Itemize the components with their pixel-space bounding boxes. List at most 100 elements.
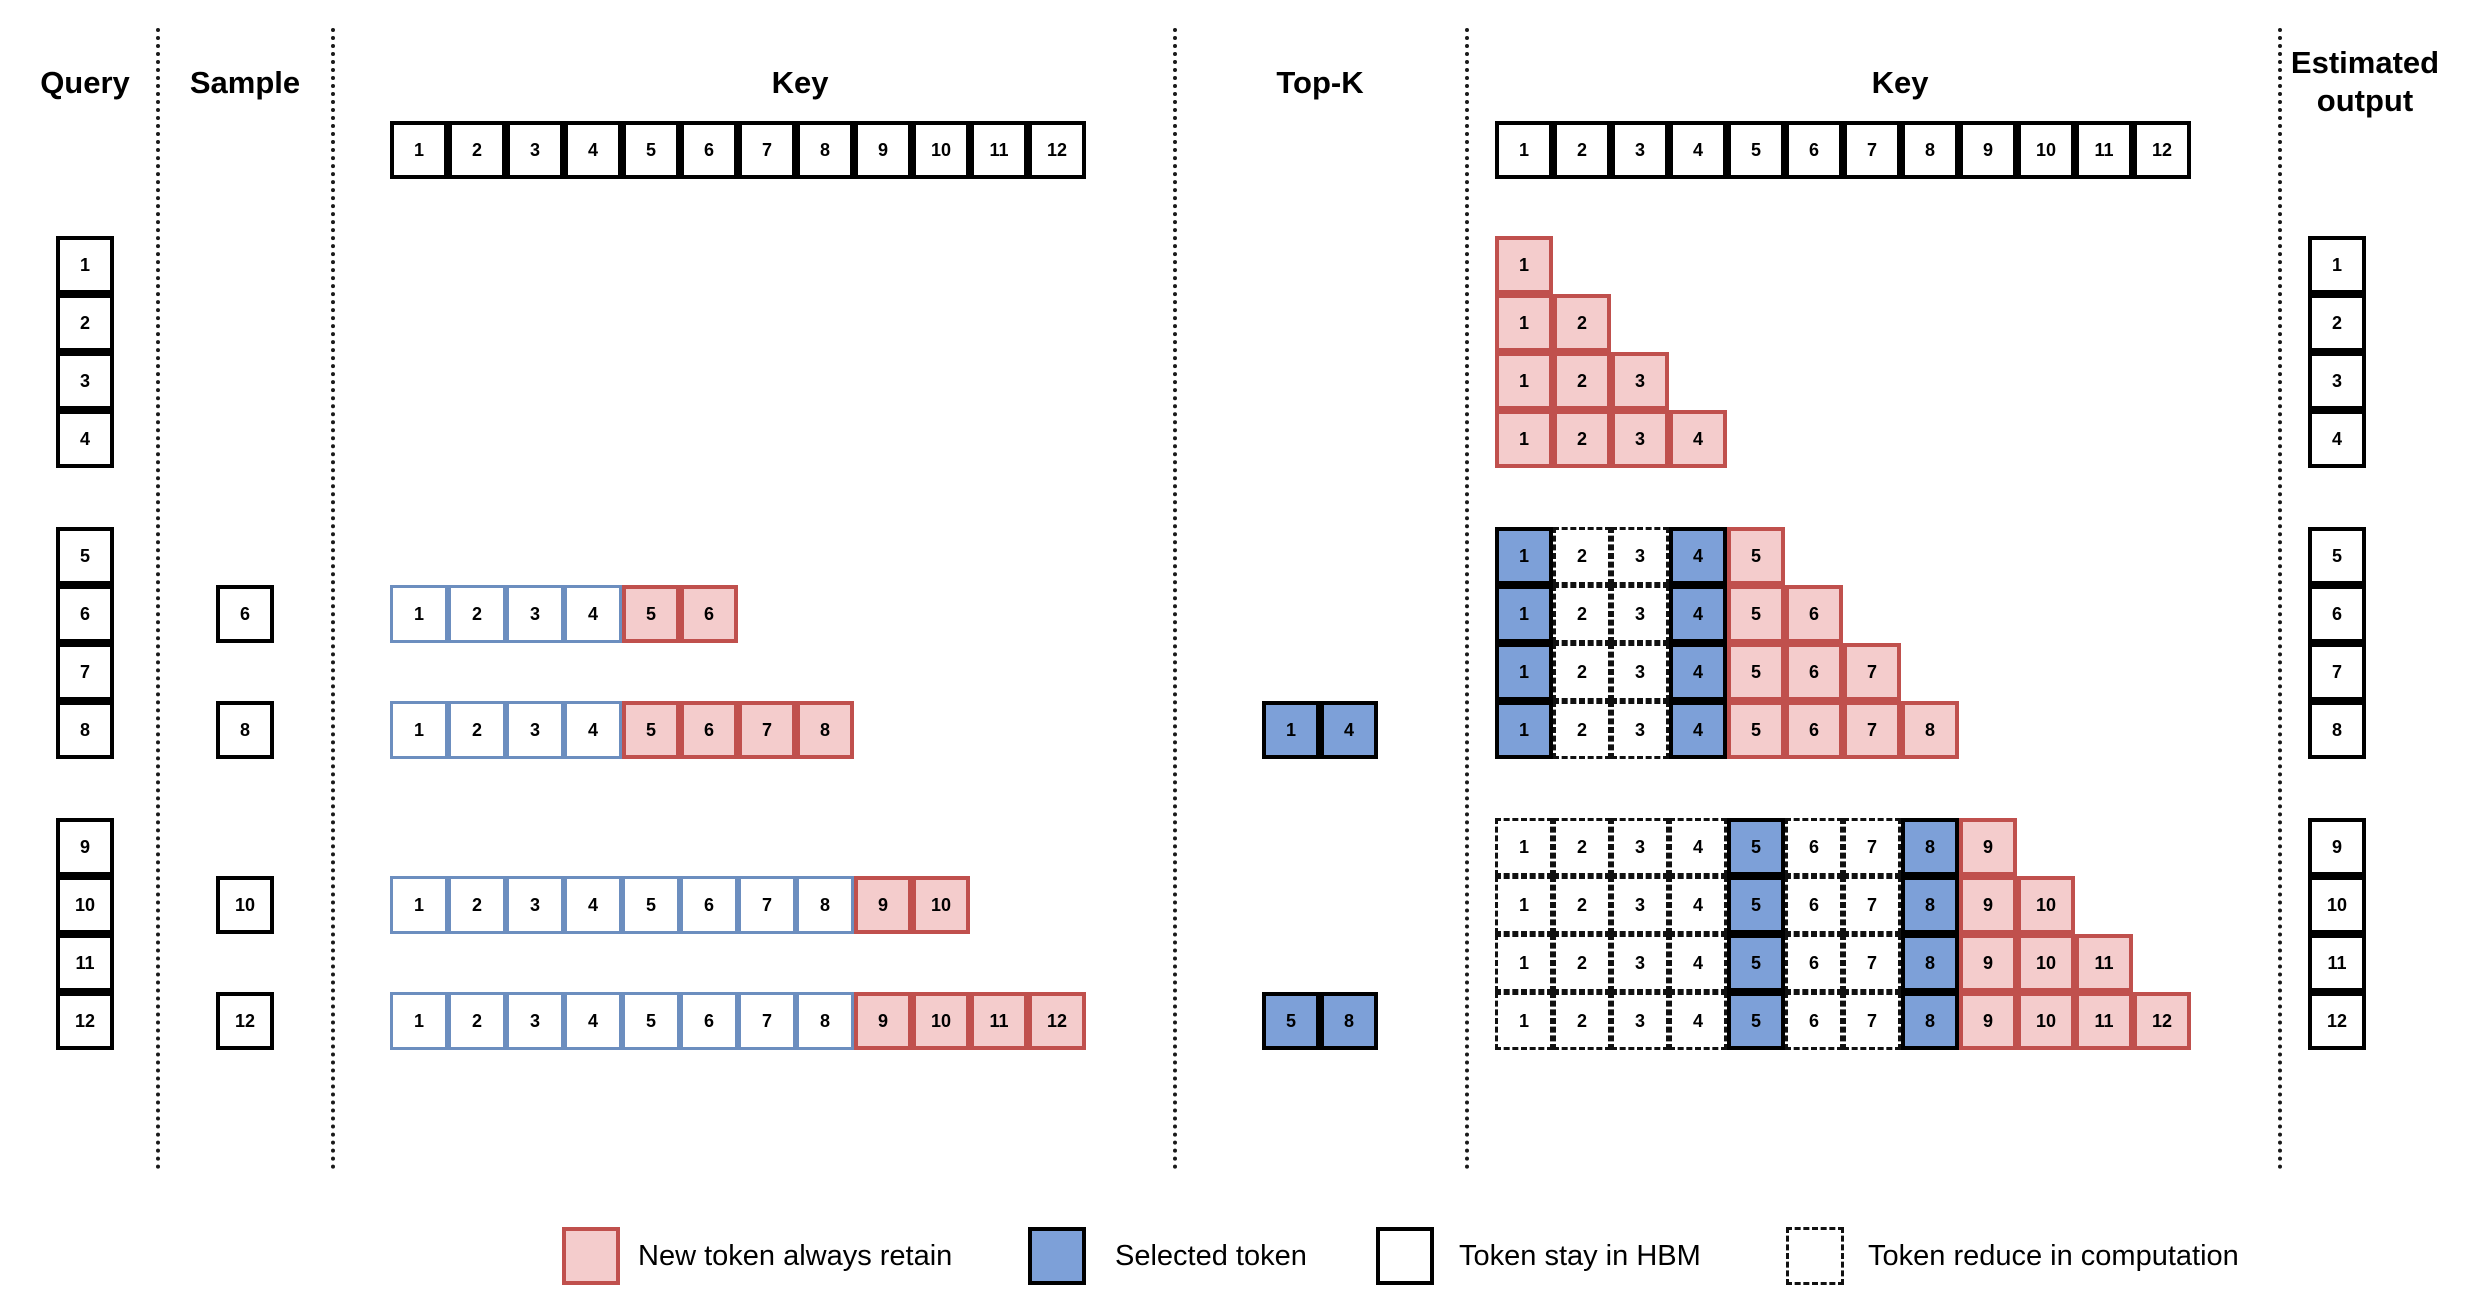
key-header-cell: 8 [1901, 121, 1959, 179]
token-label: 9 [1982, 894, 1993, 915]
new-token: 11 [2075, 934, 2133, 992]
header-query: Query [40, 65, 130, 100]
selected-token: 4 [1669, 585, 1727, 643]
token-label: 9 [79, 836, 90, 857]
token-label: 5 [645, 719, 656, 740]
token-label: 5 [645, 894, 656, 915]
header-topk: Top-K [1276, 65, 1364, 100]
token-label: 8 [1924, 719, 1935, 740]
token-label: 11 [2094, 139, 2114, 160]
reduced-token: 7 [1843, 992, 1901, 1050]
token-label: 4 [1692, 139, 1703, 160]
token-label: 11 [2094, 1010, 2114, 1031]
header-key-right: Key [1871, 65, 1929, 100]
token-label: 2 [471, 603, 482, 624]
token-label: 7 [1866, 894, 1877, 915]
token-label: 5 [1750, 661, 1761, 682]
token-label: 1 [1518, 952, 1529, 973]
new-token: 9 [854, 876, 912, 934]
token-label: 10 [2035, 139, 2057, 160]
new-token: 10 [2017, 876, 2075, 934]
query-token: 11 [56, 934, 114, 992]
token-label: 6 [79, 603, 90, 624]
new-token: 2 [1553, 410, 1611, 468]
selected-token: 4 [1669, 527, 1727, 585]
token-label: 9 [2331, 836, 2342, 857]
token-label: 11 [989, 139, 1009, 160]
attention-score-token: 1 [390, 585, 448, 643]
reduced-token: 2 [1553, 876, 1611, 934]
attention-score-token: 2 [448, 585, 506, 643]
token-label: 6 [703, 603, 714, 624]
token-label: 1 [1518, 312, 1529, 333]
attention-score-token: 8 [796, 876, 854, 934]
legend-label: Token stay in HBM [1459, 1240, 1701, 1272]
sample-token: 8 [216, 701, 274, 759]
token-label: 11 [75, 952, 95, 973]
token-label: 3 [529, 603, 540, 624]
output-token: 3 [2308, 352, 2366, 410]
legend-label: New token always retain [638, 1240, 953, 1272]
reduced-token: 7 [1843, 934, 1901, 992]
token-label: 3 [529, 894, 540, 915]
token-label: 3 [79, 370, 90, 391]
token-label: 6 [703, 894, 714, 915]
token-label: 6 [1808, 1010, 1819, 1031]
key-header-cell: 7 [738, 121, 796, 179]
attention-score-token: 3 [506, 992, 564, 1050]
column-divider [331, 28, 335, 1170]
new-token: 6 [1785, 585, 1843, 643]
token-label: 2 [471, 894, 482, 915]
token-label: 1 [1518, 603, 1529, 624]
topk-selected-token: 8 [1320, 992, 1378, 1050]
selected-token: 8 [1901, 876, 1959, 934]
reduced-token: 2 [1553, 934, 1611, 992]
token-label: 10 [2035, 1010, 2057, 1031]
token-label: 2 [79, 312, 90, 333]
token-label: 5 [1750, 836, 1761, 857]
legend-label: Token reduce in computation [1868, 1240, 2239, 1272]
token-label: 9 [1982, 139, 1993, 160]
query-token: 2 [56, 294, 114, 352]
query-token: 8 [56, 701, 114, 759]
sample-token: 6 [216, 585, 274, 643]
query-token: 7 [56, 643, 114, 701]
reduced-token: 4 [1669, 876, 1727, 934]
new-token: 9 [1959, 992, 2017, 1050]
attention-score-token: 2 [448, 876, 506, 934]
token-label: 6 [1808, 894, 1819, 915]
key-header-cell: 4 [1669, 121, 1727, 179]
token-label: 9 [877, 894, 888, 915]
selected-token: 5 [1727, 934, 1785, 992]
output-token: 10 [2308, 876, 2366, 934]
token-label: 6 [1808, 952, 1819, 973]
attention-score-token: 4 [564, 701, 622, 759]
token-label: 8 [819, 894, 830, 915]
token-label: 3 [1634, 661, 1645, 682]
token-label: 4 [1692, 836, 1703, 857]
token-label: 8 [819, 1010, 830, 1031]
token-label: 6 [703, 719, 714, 740]
attention-score-token: 5 [622, 992, 680, 1050]
token-label: 7 [1866, 719, 1877, 740]
attention-score-token: 1 [390, 701, 448, 759]
key-header-cell: 6 [680, 121, 738, 179]
new-token: 5 [1727, 527, 1785, 585]
token-label: 4 [1692, 661, 1703, 682]
new-token: 5 [1727, 701, 1785, 759]
new-token: 5 [1727, 585, 1785, 643]
token-label: 7 [2331, 661, 2342, 682]
token-label: 12 [1046, 1010, 1068, 1031]
token-label: 9 [877, 139, 888, 160]
new-token: 9 [1959, 876, 2017, 934]
new-token: 9 [1959, 934, 2017, 992]
reduced-token: 2 [1553, 818, 1611, 876]
new-token: 5 [622, 701, 680, 759]
output-token: 12 [2308, 992, 2366, 1050]
output-token: 6 [2308, 585, 2366, 643]
token-label: 10 [930, 894, 952, 915]
new-token: 6 [680, 701, 738, 759]
token-label: 8 [1924, 1010, 1935, 1031]
legend-swatch-selected [1028, 1227, 1086, 1285]
